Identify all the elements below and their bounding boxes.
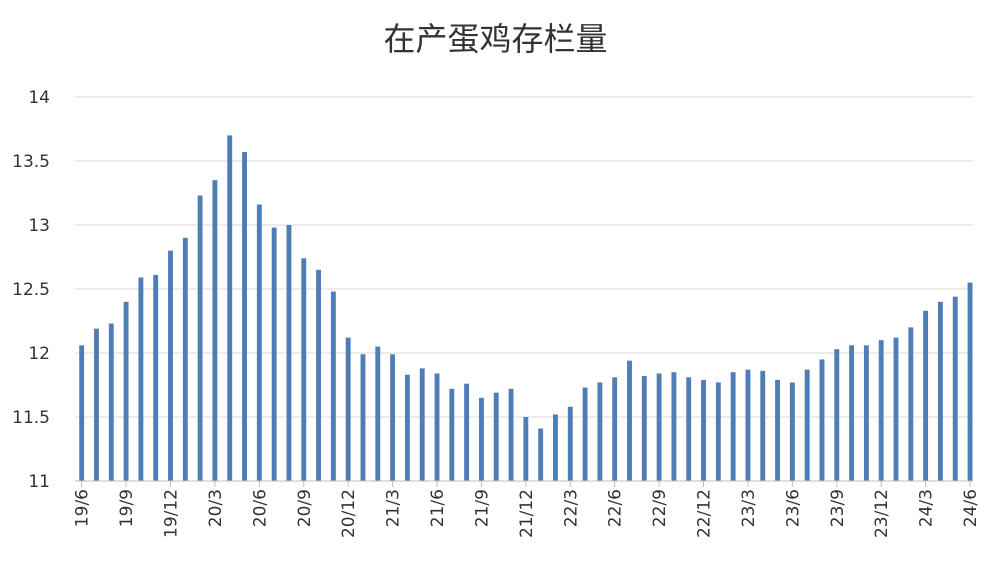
bar-21-1 [360, 354, 366, 481]
bar-19-10 [138, 277, 144, 481]
bar-21-9 [478, 397, 484, 481]
bar-20-10 [316, 269, 322, 481]
x-tick-label: 24/6 [961, 489, 981, 527]
bar-21-4 [404, 374, 410, 481]
bar-22-1 [538, 428, 544, 481]
bar-20-1 [182, 237, 188, 481]
x-tick-label: 23/9 [828, 489, 848, 527]
bar-23-8 [819, 359, 825, 481]
x-tick-label: 19/6 [73, 489, 93, 527]
bar-23-11 [863, 345, 869, 481]
bar-21-8 [464, 383, 470, 481]
y-tick-label: 12.5 [12, 280, 50, 300]
y-tick-label: 13 [28, 216, 50, 236]
x-tick-label: 21/9 [472, 489, 492, 527]
chart-title: 在产蛋鸡存栏量 [383, 20, 608, 58]
bar-24-1 [893, 337, 899, 481]
x-tick-label: 22/12 [695, 489, 715, 538]
bar-24-6 [967, 282, 973, 481]
bar-20-9 [301, 258, 307, 481]
bar-20-3 [212, 180, 218, 481]
y-tick-label: 14 [28, 88, 50, 108]
bar-22-5 [597, 382, 603, 481]
bar-20-6 [256, 204, 262, 481]
bar-22-3 [567, 406, 573, 481]
bar-22-9 [656, 373, 662, 481]
x-tick-label: 20/9 [295, 489, 315, 527]
y-axis-ticks: 11 11.5 12 12.5 13 13.5 14 [12, 88, 50, 492]
bar-21-6 [434, 373, 440, 481]
bar-23-2 [730, 372, 736, 481]
bar-23-1 [715, 382, 721, 481]
bar-19-12 [168, 250, 173, 481]
bar-22-12 [701, 379, 706, 481]
bar-20-4 [227, 135, 233, 481]
bar-21-12 [523, 417, 529, 481]
x-tick-label: 22/3 [561, 489, 581, 527]
bar-24-4 [937, 301, 943, 481]
bar-23-6 [789, 382, 795, 481]
bar-20-7 [271, 227, 277, 481]
x-tick-label: 21/6 [428, 489, 448, 527]
bar-19-9 [123, 301, 129, 481]
bar-23-10 [849, 345, 855, 481]
bar-24-3 [923, 310, 929, 481]
bar-21-10 [493, 392, 499, 481]
bar-23-12 [878, 340, 884, 481]
bar-24-5 [952, 296, 958, 481]
x-tick-label: 21/3 [384, 489, 404, 527]
x-tick-label: 20/3 [206, 489, 226, 527]
bar-22-11 [686, 377, 692, 481]
bar-20-8 [286, 225, 292, 481]
bar-23-3 [745, 369, 751, 481]
bar-20-11 [330, 291, 336, 481]
bar-22-8 [641, 376, 647, 481]
x-tick-label: 22/6 [606, 489, 626, 527]
x-tick-label: 20/6 [250, 489, 270, 527]
bar-22-4 [582, 387, 588, 481]
bar-20-2 [197, 195, 203, 481]
bar-22-10 [671, 372, 677, 481]
bar-21-7 [449, 388, 455, 481]
gridlines [75, 96, 973, 418]
bar-23-7 [804, 369, 810, 481]
x-tick-label: 20/12 [339, 489, 359, 538]
bar-19-6 [79, 345, 85, 481]
bar-22-7 [627, 360, 632, 481]
x-tick-label: 23/6 [783, 489, 803, 527]
bar-21-5 [419, 368, 425, 481]
bar-19-7 [94, 328, 99, 481]
y-tick-label: 12 [28, 344, 50, 364]
bar-19-11 [153, 274, 159, 481]
bar-21-2 [375, 346, 381, 481]
y-tick-label: 11.5 [12, 408, 50, 428]
x-tick-label: 19/12 [162, 489, 182, 538]
bar-21-3 [390, 354, 396, 481]
x-axis: 19/6 19/9 19/12 20/3 20/6 20/9 20/12 21/3 21/6 21… [73, 480, 981, 538]
bar-23-9 [834, 349, 840, 481]
x-tick-label: 23/12 [872, 489, 892, 538]
y-tick-label: 11 [28, 472, 50, 492]
bar-23-4 [760, 370, 766, 481]
bar-24-2 [908, 327, 914, 481]
bar-21-11 [508, 388, 514, 481]
x-tick-label: 19/9 [117, 489, 137, 527]
bar-22-6 [612, 377, 618, 481]
bars [79, 135, 973, 482]
x-tick-label: 23/3 [739, 489, 759, 527]
x-tick-label: 21/12 [517, 489, 537, 538]
bar-20-12 [345, 337, 351, 481]
x-tick-label: 22/9 [650, 489, 670, 527]
x-tick-label: 24/3 [917, 489, 937, 527]
bar-20-5 [242, 152, 247, 482]
bar-22-2 [553, 414, 558, 481]
bar-19-8 [108, 323, 114, 481]
bar-23-5 [775, 379, 781, 481]
y-tick-label: 13.5 [12, 152, 50, 172]
